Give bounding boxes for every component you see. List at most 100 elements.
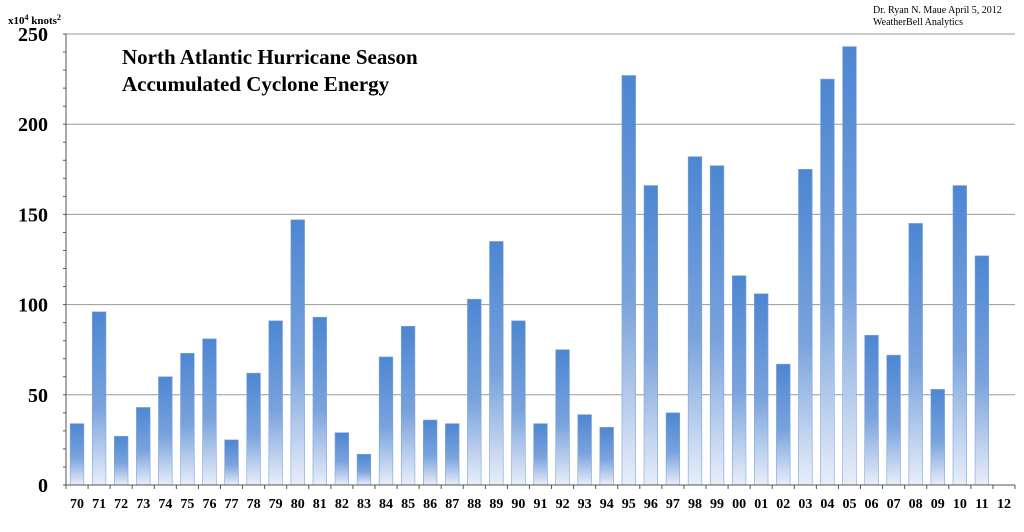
x-tick-label: 01: [754, 497, 768, 512]
x-tick-label: 12: [997, 497, 1011, 512]
bar-90: [511, 320, 526, 486]
bar-04: [820, 78, 835, 486]
x-tick-label: 73: [136, 497, 150, 512]
x-tick-label: 86: [423, 497, 437, 512]
bar-82: [334, 432, 350, 486]
x-tick-label: 97: [666, 497, 680, 512]
bar-79: [268, 320, 283, 486]
x-tick-label: 09: [931, 497, 945, 512]
bar-11: [974, 255, 990, 486]
x-tick-label: 93: [578, 497, 592, 512]
bar-93: [577, 414, 592, 486]
bar-74: [158, 376, 173, 486]
x-tick-label: 08: [909, 497, 923, 512]
grid-lines: [66, 33, 1015, 396]
x-tick-label: 87: [445, 497, 459, 512]
y-tick-label: 100: [18, 295, 48, 317]
y-axis-unit-label: x104 knots2: [8, 13, 61, 28]
bar-80: [290, 219, 305, 486]
credit-author-date: Dr. Ryan N. Maue April 5, 2012: [873, 5, 1002, 16]
x-tick-label: 96: [644, 497, 658, 512]
chart-title-line-1: North Atlantic Hurricane Season: [122, 45, 418, 69]
x-tick-label: 72: [114, 497, 128, 512]
bar-97: [665, 412, 681, 486]
x-tick-label: 80: [291, 497, 305, 512]
x-tick-label: 94: [600, 497, 614, 512]
x-tick-label: 11: [975, 497, 988, 512]
bar-00: [731, 275, 747, 486]
bars: [69, 46, 990, 486]
bar-78: [246, 372, 261, 486]
x-tick-label: 89: [489, 497, 503, 512]
x-tick-label: 98: [688, 497, 702, 512]
bar-70: [69, 423, 85, 486]
x-tick-label: 78: [247, 497, 261, 512]
bar-99: [709, 165, 725, 486]
bar-95: [621, 75, 636, 486]
bar-01: [754, 293, 769, 486]
bar-06: [864, 334, 879, 486]
bar-05: [842, 46, 857, 486]
y-tick-label: 0: [38, 475, 48, 497]
bar-08: [908, 223, 923, 486]
bar-87: [445, 423, 460, 486]
bar-94: [599, 426, 614, 486]
x-tick-label: 03: [798, 497, 812, 512]
bar-86: [423, 419, 438, 486]
x-tick-label: 85: [401, 497, 415, 512]
bar-77: [224, 439, 239, 486]
bar-03: [798, 169, 813, 486]
bar-85: [400, 325, 416, 486]
bar-76: [202, 338, 217, 486]
x-tick-label: 91: [534, 497, 548, 512]
x-tick-label: 84: [379, 497, 393, 512]
bar-72: [114, 435, 129, 486]
x-tick-label: 77: [225, 497, 239, 512]
chart-title-line-2: Accumulated Cyclone Energy: [122, 72, 390, 96]
x-tick-label: 10: [953, 497, 967, 512]
axes: [63, 33, 1016, 489]
x-tick-labels: 70 71 72 73 74 75 76 77 78 79 80 81 82 83 84 85 86 87 88 89…: [70, 497, 1011, 512]
x-tick-label: 79: [269, 497, 283, 512]
x-tick-label: 00: [732, 497, 746, 512]
bar-07: [886, 354, 901, 486]
bar-73: [136, 407, 151, 486]
x-tick-label: 71: [92, 497, 106, 512]
x-tick-label: 90: [511, 497, 525, 512]
bar-83: [356, 454, 372, 486]
x-tick-label: 75: [180, 497, 194, 512]
x-tick-label: 02: [776, 497, 790, 512]
bar-02: [776, 363, 791, 486]
x-tick-label: 81: [313, 497, 327, 512]
x-tick-label: 82: [335, 497, 349, 512]
x-tick-label: 92: [556, 497, 570, 512]
bar-88: [467, 298, 482, 486]
credit-organization: WeatherBell Analytics: [873, 17, 963, 28]
x-tick-label: 07: [887, 497, 901, 512]
x-tick-label: 99: [710, 497, 724, 512]
bar-98: [687, 156, 703, 486]
bar-81: [312, 316, 327, 486]
x-tick-label: 70: [70, 497, 84, 512]
bar-10: [952, 185, 967, 486]
y-tick-label: 200: [18, 114, 48, 136]
x-tick-label: 83: [357, 497, 371, 512]
x-tick-label: 88: [467, 497, 481, 512]
bar-89: [489, 241, 504, 486]
bar-91: [533, 423, 548, 486]
x-tick-label: 76: [202, 497, 216, 512]
x-tick-label: 04: [820, 497, 834, 512]
bar-84: [378, 356, 394, 486]
bar-71: [91, 311, 107, 486]
x-tick-label: 95: [622, 497, 636, 512]
bar-75: [180, 353, 195, 486]
x-tick-label: 74: [158, 497, 172, 512]
bar-09: [930, 389, 945, 486]
y-tick-label: 50: [28, 385, 48, 407]
bar-96: [643, 185, 658, 486]
x-tick-label: 06: [865, 497, 879, 512]
bar-92: [555, 349, 570, 486]
y-tick-label: 250: [18, 24, 48, 46]
x-tick-label: 05: [842, 497, 856, 512]
